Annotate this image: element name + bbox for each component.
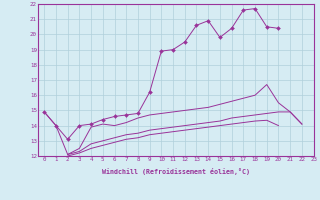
X-axis label: Windchill (Refroidissement éolien,°C): Windchill (Refroidissement éolien,°C) <box>102 168 250 175</box>
